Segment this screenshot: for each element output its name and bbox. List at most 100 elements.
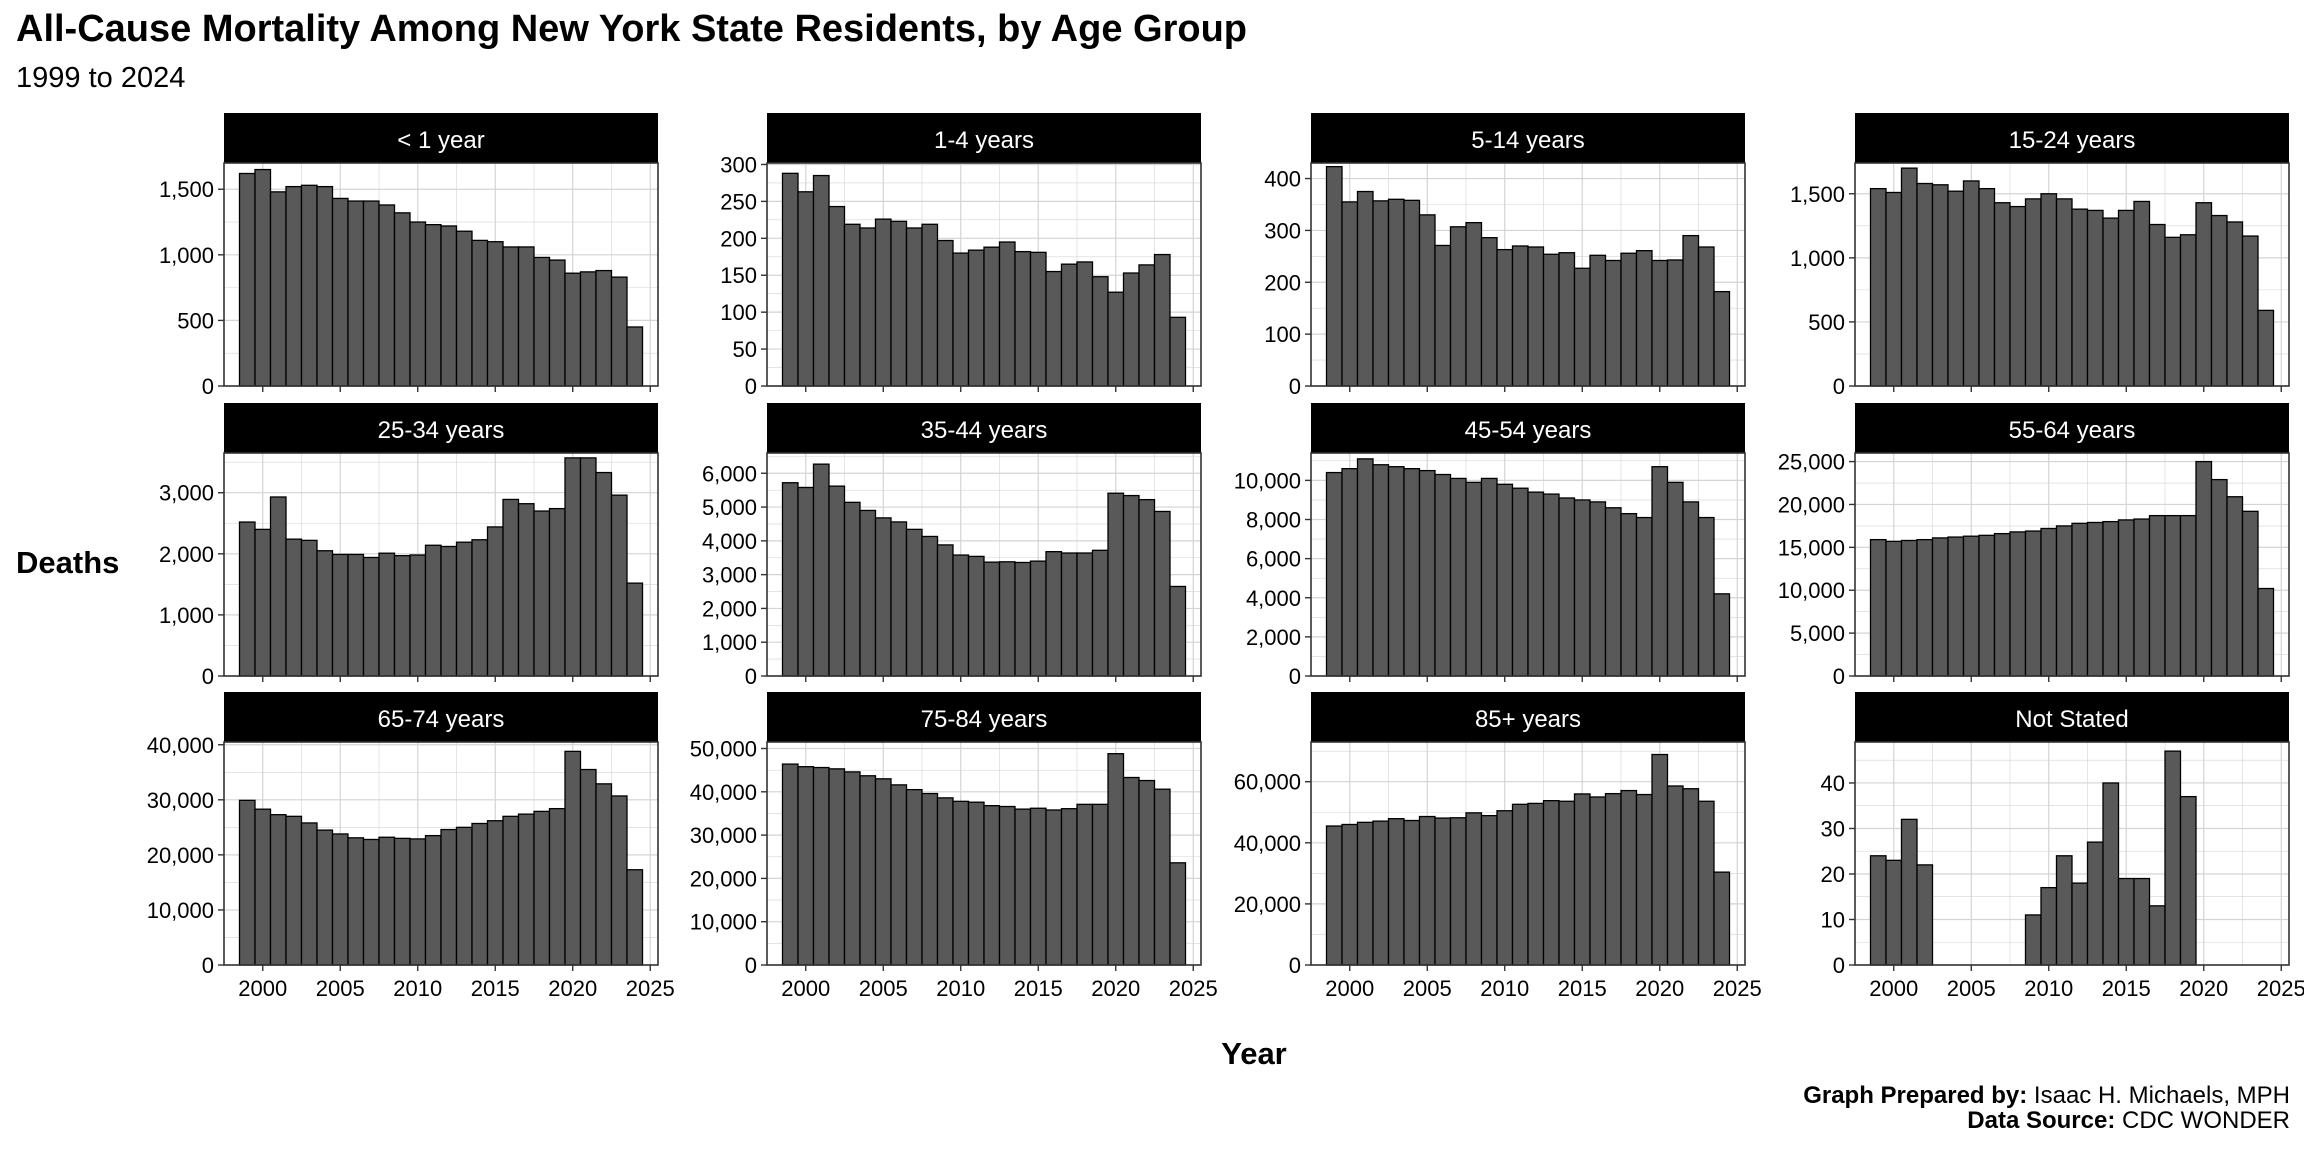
bar-85plus-years-2003	[1387, 818, 1405, 966]
bar-65-74-years-2022	[595, 783, 613, 966]
bar-5-14-years-2015	[1573, 267, 1591, 387]
bar-35-44-years-2022	[1138, 498, 1156, 677]
bar-75-84-years-2005	[874, 778, 892, 966]
facet-label-lt-1-year: < 1 year	[397, 127, 484, 154]
bar-85plus-years-2010	[1496, 810, 1514, 966]
facet-label-1-4-years: 1-4 years	[934, 127, 1034, 154]
bar-75-84-years-2012	[983, 805, 1001, 966]
bar-75-84-years-2007	[905, 788, 923, 966]
x-tick-label: 2025	[1169, 976, 1218, 1001]
x-tick-label: 2015	[2102, 976, 2151, 1001]
panel-border-not-stated	[1854, 741, 2290, 966]
x-tick-label: 2010	[393, 976, 442, 1001]
bar-85plus-years-2001	[1356, 821, 1374, 966]
x-tick-label: 2005	[859, 976, 908, 1001]
bar-15-24-years-2007	[1993, 202, 2011, 387]
bar-lt-1-year-2004	[316, 185, 334, 387]
bar-85plus-years-2006	[1434, 817, 1452, 966]
bar-25-34-years-2016	[502, 498, 520, 677]
bar-5-14-years-2000	[1341, 201, 1359, 387]
bar-lt-1-year-2024	[626, 326, 644, 387]
bar-45-54-years-2005	[1418, 469, 1436, 677]
bar-25-34-years-2005	[331, 553, 349, 677]
bar-5-14-years-2009	[1480, 237, 1498, 387]
bar-65-74-years-2005	[331, 833, 349, 966]
bar-45-54-years-2024	[1713, 593, 1731, 677]
bar-45-54-years-2001	[1356, 458, 1374, 677]
facet-label-5-14-years: 5-14 years	[1471, 127, 1584, 154]
x-tick-label: 2000	[1325, 976, 1374, 1001]
bar-lt-1-year-2015	[486, 241, 504, 387]
bar-85plus-years-2007	[1449, 817, 1467, 966]
y-tick-label: 20,000	[690, 866, 757, 891]
bar-85plus-years-2020	[1651, 753, 1669, 966]
bar-5-14-years-2003	[1387, 198, 1405, 387]
facet-strip-35-44-years	[767, 403, 1201, 453]
x-tick-label: 2015	[471, 976, 520, 1001]
bar-lt-1-year-2018	[533, 256, 551, 387]
panel-border-45-54-years	[1310, 452, 1746, 677]
bar-lt-1-year-2001	[269, 191, 287, 387]
bar-65-74-years-2003	[300, 822, 318, 966]
bar-25-34-years-2006	[347, 553, 365, 677]
bar-not-stated-2001	[1900, 818, 1918, 966]
y-tick-label: 30	[1821, 816, 1845, 841]
y-tick-label: 4,000	[702, 529, 757, 554]
credit-block: Graph Prepared by: Isaac H. Michaels, MP…	[1803, 1083, 2290, 1133]
bar-65-74-years-2009	[393, 837, 411, 966]
bar-65-74-years-1999	[238, 799, 256, 966]
bar-15-24-years-2001	[1900, 167, 1918, 387]
bar-85plus-years-2018	[1620, 789, 1638, 966]
y-tick-label: 3,000	[159, 481, 214, 506]
bar-25-34-years-2022	[595, 471, 613, 677]
bar-45-54-years-2011	[1511, 487, 1529, 677]
bar-lt-1-year-2019	[548, 259, 566, 387]
bar-75-84-years-2009	[936, 797, 954, 966]
bar-45-54-years-2009	[1480, 477, 1498, 677]
bar-75-84-years-2018	[1076, 803, 1094, 966]
y-tick-label: 100	[720, 300, 757, 325]
y-tick-label: 1,500	[159, 177, 214, 202]
bar-55-64-years-2015	[2117, 519, 2135, 677]
bar-35-44-years-2007	[905, 528, 923, 677]
bar-45-54-years-2006	[1434, 473, 1452, 677]
y-tick-label: 10,000	[1778, 578, 1845, 603]
bar-5-14-years-2002	[1372, 200, 1390, 387]
bar-65-74-years-2008	[378, 836, 396, 966]
y-axis-label: Deaths	[16, 545, 120, 580]
bar-not-stated-2017	[2148, 905, 2166, 966]
bar-35-44-years-2017	[1060, 552, 1078, 677]
bar-not-stated-2013	[2086, 841, 2104, 966]
y-tick-label: 50	[733, 337, 757, 362]
bar-55-64-years-1999	[1869, 538, 1887, 677]
bar-75-84-years-2017	[1060, 808, 1078, 966]
bar-1-4-years-2004	[859, 227, 877, 387]
panel-border-lt-1-year	[223, 162, 659, 387]
bar-25-34-years-2008	[378, 552, 396, 677]
panel-border-85plus-years	[1310, 741, 1746, 966]
y-tick-label: 6,000	[702, 461, 757, 486]
bar-35-44-years-2002	[828, 485, 846, 677]
bar-45-54-years-2021	[1666, 481, 1684, 677]
x-tick-label: 2025	[626, 976, 675, 1001]
bar-15-24-years-2022	[2226, 221, 2244, 387]
bar-lt-1-year-2006	[347, 200, 365, 387]
bar-85plus-years-2000	[1341, 823, 1359, 966]
bar-65-74-years-2017	[517, 813, 535, 966]
bar-5-14-years-2019	[1635, 249, 1653, 387]
bar-15-24-years-2020	[2195, 202, 2213, 387]
facet-label-15-24-years: 15-24 years	[2009, 127, 2136, 154]
bar-85plus-years-2013	[1542, 800, 1560, 966]
facet-label-75-84-years: 75-84 years	[921, 706, 1048, 733]
bar-25-34-years-2007	[362, 556, 380, 677]
bar-75-84-years-2002	[828, 768, 846, 966]
bar-1-4-years-2021	[1122, 272, 1140, 387]
y-tick-label: 2,000	[702, 596, 757, 621]
bar-65-74-years-2002	[285, 815, 303, 966]
bar-55-64-years-2003	[1931, 537, 1949, 677]
y-tick-label: 0	[1833, 664, 1845, 689]
y-tick-label: 0	[745, 953, 757, 978]
bar-45-54-years-2008	[1465, 481, 1483, 677]
bar-55-64-years-2016	[2133, 518, 2151, 677]
bar-lt-1-year-2005	[331, 197, 349, 387]
